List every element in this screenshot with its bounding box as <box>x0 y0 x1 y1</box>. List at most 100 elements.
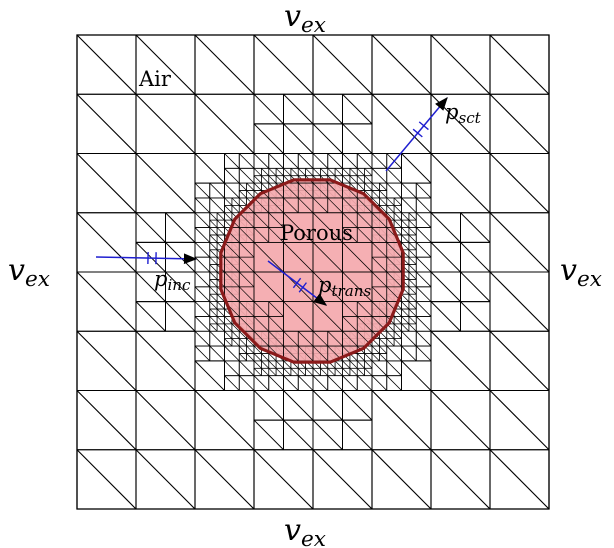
mesh-edge <box>283 212 314 243</box>
boundary-label-right: vex <box>560 253 602 292</box>
mesh-edge <box>342 419 373 451</box>
mesh-edge <box>268 175 277 184</box>
transmitted-wave-arrow <box>267 260 328 306</box>
mesh-edge <box>275 175 284 184</box>
incident-wave-label: pinc <box>154 267 191 294</box>
mesh-edge <box>209 264 218 273</box>
mesh-edge <box>334 368 343 376</box>
mesh-edge <box>342 153 358 169</box>
mesh-edge <box>283 390 314 421</box>
mesh-edge <box>386 212 395 221</box>
mesh-edge <box>408 301 417 310</box>
mesh-edge <box>342 168 351 176</box>
mesh-edge <box>489 449 550 510</box>
mesh-edge <box>357 316 373 332</box>
mesh-edge <box>135 93 196 154</box>
mesh-edge <box>312 301 343 332</box>
scattered-wave-arrow <box>385 96 448 172</box>
mesh-edge <box>216 212 225 221</box>
mesh-edge <box>135 242 166 273</box>
mesh-edge <box>364 368 373 376</box>
mesh-edge <box>298 197 314 213</box>
mesh-edge <box>401 360 432 391</box>
mesh-edge <box>430 34 491 95</box>
mesh-edge <box>386 345 402 362</box>
mesh-edge <box>261 360 269 369</box>
mesh-edge <box>268 212 284 228</box>
mesh-edge <box>283 419 314 451</box>
mesh-edge <box>489 271 550 332</box>
mesh-edge <box>194 330 211 347</box>
mesh-edge <box>408 271 417 280</box>
mesh-edge <box>194 93 255 154</box>
boundary-label-top: vex <box>284 0 326 38</box>
mesh-edge <box>312 331 328 347</box>
mesh-edge <box>135 301 166 332</box>
mesh-edge <box>342 390 373 421</box>
mesh-edge <box>312 123 343 154</box>
mesh-edge <box>253 331 269 347</box>
mesh-edge <box>238 360 255 376</box>
mesh-edge <box>239 316 255 332</box>
mesh-edge <box>379 205 387 213</box>
mesh-edge <box>393 331 402 339</box>
mesh-edge <box>371 353 380 362</box>
mesh-edge <box>135 390 196 451</box>
mesh-edge <box>386 338 395 347</box>
mesh-edge <box>312 34 373 95</box>
mesh-edge <box>253 182 262 191</box>
mesh-edge <box>312 93 343 125</box>
mesh-edge <box>238 375 255 391</box>
mesh-edge <box>246 353 255 362</box>
mesh-edge <box>209 301 218 310</box>
mesh-edge <box>268 301 284 317</box>
mesh-edge <box>224 316 233 325</box>
mesh-edge <box>357 197 373 213</box>
mesh-edge <box>349 168 358 176</box>
mesh-edge <box>238 168 255 184</box>
mesh-edge <box>312 449 373 510</box>
mesh-edge <box>275 360 284 369</box>
mesh-edge <box>379 345 387 354</box>
mesh-edge <box>460 301 491 332</box>
mesh-edge <box>253 227 269 243</box>
mesh-edge <box>371 190 380 199</box>
mesh-edge <box>194 449 255 510</box>
mesh-edge <box>408 212 417 221</box>
mesh-edge <box>371 227 387 243</box>
mesh-edge <box>401 345 417 362</box>
mesh-edge <box>312 390 343 421</box>
mesh-edge <box>371 345 380 354</box>
mesh-edge <box>415 345 432 362</box>
mesh-edge <box>253 360 262 369</box>
mesh-edge <box>349 368 358 376</box>
mesh-edge <box>268 227 284 243</box>
mesh-edge <box>401 212 410 221</box>
mesh-edge <box>253 449 314 510</box>
mesh-edge <box>239 256 255 273</box>
mesh-edge <box>401 316 410 325</box>
mesh-edge <box>408 234 417 243</box>
mesh-edge <box>415 227 432 243</box>
transmitted-wave-label: ptrans <box>318 273 371 300</box>
mesh-edge <box>239 271 255 288</box>
mesh-edge <box>194 271 211 288</box>
mesh-edge <box>135 212 166 243</box>
boundary-label-bottom-text: vex <box>284 513 326 548</box>
domain-border <box>76 34 550 510</box>
mesh-edge <box>194 301 211 317</box>
mesh-edge <box>253 153 270 169</box>
mesh-edge <box>209 227 218 236</box>
mesh-edge <box>357 182 365 191</box>
mesh-edge <box>275 168 284 176</box>
mesh-edge <box>342 123 373 154</box>
mesh-edge <box>76 271 137 332</box>
mesh-edge <box>430 153 491 214</box>
mesh-edge <box>312 375 329 391</box>
mesh-edge <box>135 34 196 95</box>
mesh-edge <box>253 93 284 125</box>
mesh-edge <box>386 197 395 206</box>
boundary-label-bottom: vex <box>284 513 326 548</box>
mesh-edge <box>224 168 240 184</box>
